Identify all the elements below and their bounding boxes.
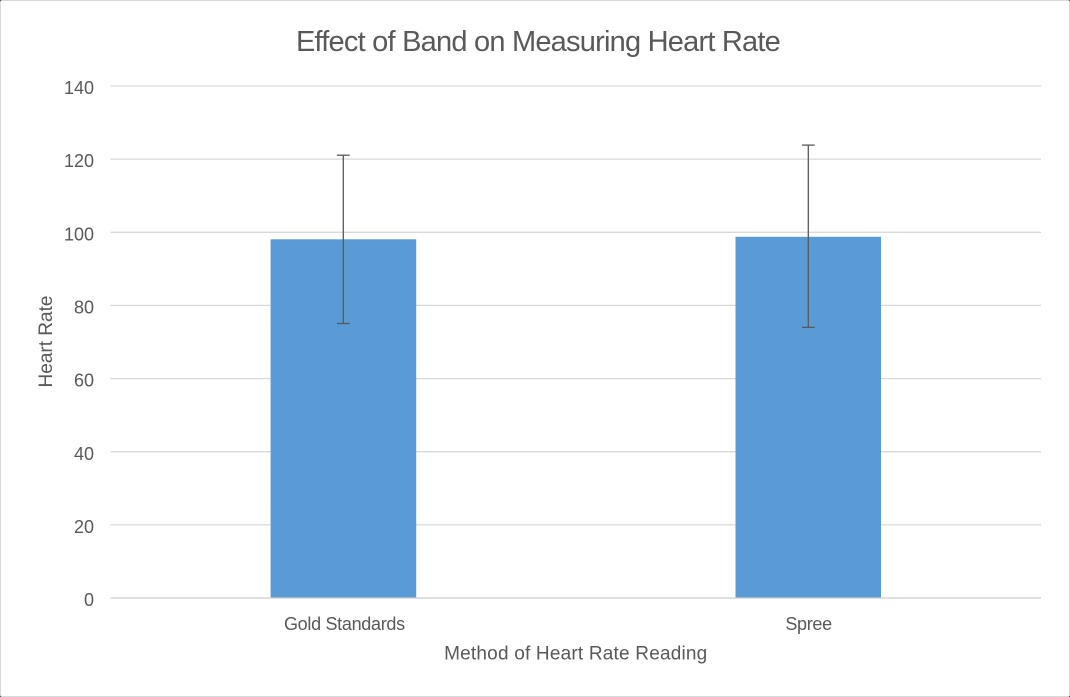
svg-text:20: 20 [74, 517, 94, 537]
svg-text:120: 120 [64, 151, 94, 171]
svg-text:0: 0 [84, 590, 94, 610]
svg-text:Method of Heart Rate Reading: Method of Heart Rate Reading [444, 644, 707, 665]
svg-text:80: 80 [74, 298, 94, 318]
svg-text:Effect of Band on Measuring He: Effect of Band on Measuring Heart Rate [296, 26, 780, 58]
svg-text:Spree: Spree [785, 614, 832, 634]
svg-text:140: 140 [64, 78, 94, 98]
svg-text:60: 60 [74, 371, 94, 391]
svg-text:Heart Rate: Heart Rate [36, 296, 57, 388]
svg-text:100: 100 [64, 224, 94, 244]
svg-text:Gold Standards: Gold Standards [284, 614, 405, 634]
svg-text:40: 40 [74, 444, 94, 464]
